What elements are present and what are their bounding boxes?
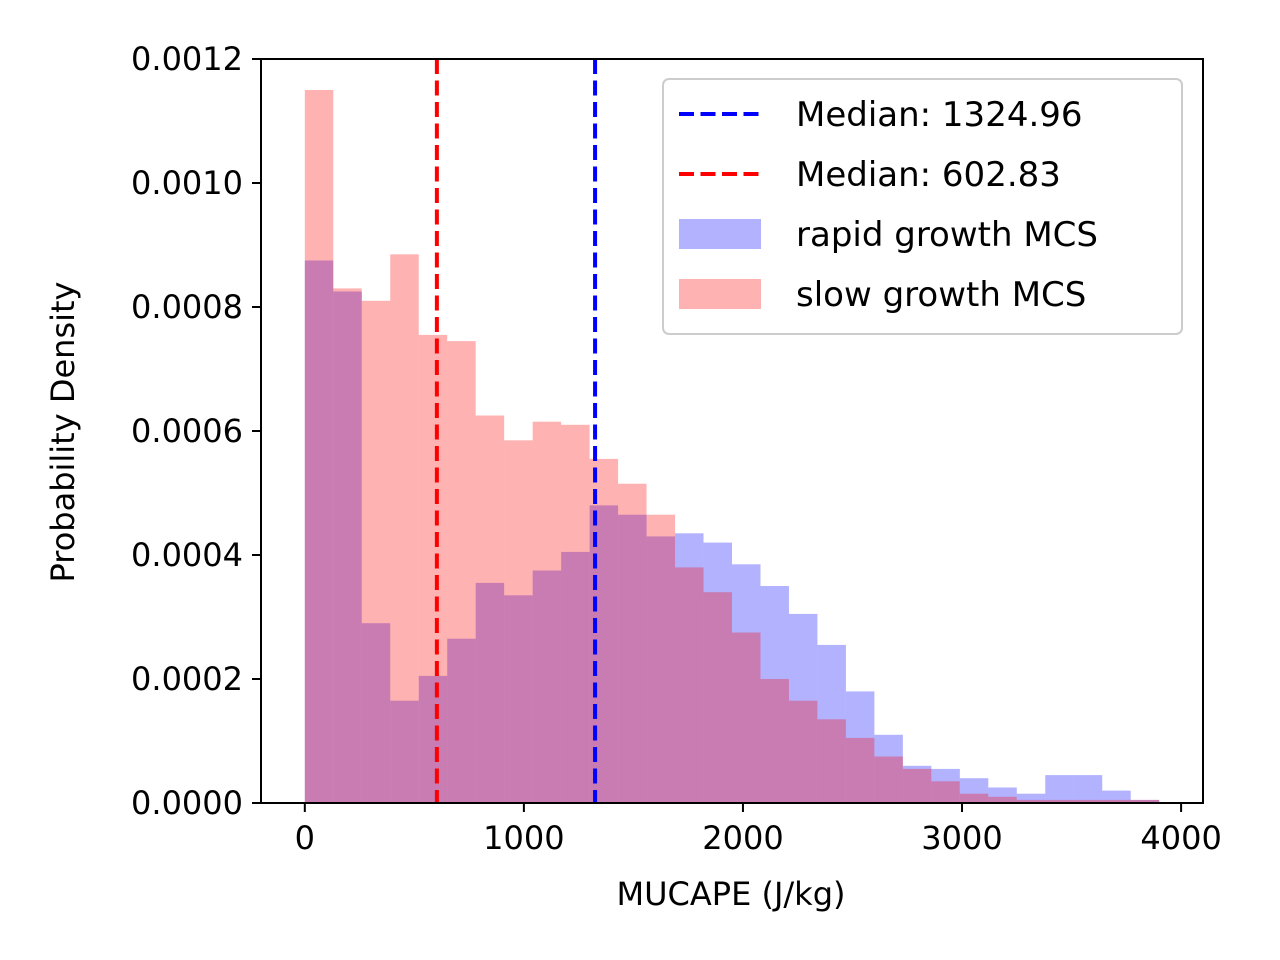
x-tick-label: 3000 [921, 819, 1002, 857]
y-tick-label: 0.0006 [131, 412, 243, 450]
x-tick-label: 0 [295, 819, 315, 857]
bar [703, 542, 732, 803]
x-axis-label: MUCAPE (J/kg) [617, 875, 846, 913]
bar [304, 90, 334, 803]
bar [532, 421, 562, 803]
bar [788, 613, 818, 803]
bar [1102, 799, 1131, 803]
bar [361, 623, 391, 803]
bar [390, 254, 419, 804]
bar [504, 440, 533, 803]
bar [902, 768, 932, 803]
legend-label: rapid growth MCS [796, 215, 1098, 255]
bar [333, 288, 362, 803]
series-slow-growth-mcs [304, 90, 1160, 804]
bar [1073, 775, 1103, 803]
bar [1045, 799, 1074, 803]
bar [447, 341, 476, 803]
bar [475, 582, 505, 803]
bar [646, 536, 676, 803]
bar [447, 638, 476, 803]
bar [959, 778, 989, 803]
bar [418, 334, 448, 803]
bar [618, 514, 647, 803]
bar [532, 570, 562, 803]
bar [817, 644, 846, 803]
legend-label: Median: 602.83 [796, 155, 1061, 195]
y-tick-label: 0.0004 [131, 536, 243, 574]
bar [1073, 799, 1103, 803]
bar [418, 675, 448, 803]
legend-label: Median: 1324.96 [796, 95, 1083, 135]
bar [788, 700, 818, 803]
plot-area [304, 59, 1160, 804]
y-tick-label: 0.0002 [131, 660, 243, 698]
y-axis-label: Probability Density [44, 282, 82, 583]
y-tick-label: 0.0000 [131, 784, 243, 822]
x-tick-label: 1000 [483, 819, 564, 857]
bar [874, 734, 903, 803]
bar [304, 260, 334, 803]
bar [561, 424, 590, 803]
bar [732, 632, 761, 803]
bar [1102, 790, 1131, 803]
bar [1130, 799, 1160, 803]
axes: 0 1000 2000 3000 4000 0.0000 0.0002 0.0004 0.000… [131, 40, 1222, 857]
bar [390, 700, 419, 803]
bar [504, 595, 533, 803]
y-tick-label: 0.0010 [131, 164, 243, 202]
bar [1045, 775, 1074, 803]
bar [988, 787, 1017, 803]
bar [959, 793, 989, 803]
bar [333, 291, 362, 803]
bar [1016, 799, 1046, 803]
series-rapid-growth-mcs [304, 260, 1160, 803]
legend-patch-swatch [679, 279, 761, 309]
bar [361, 300, 391, 803]
x-tick-label: 2000 [702, 819, 783, 857]
legend: Median: 1324.96 Median: 602.83 rapid growt… [662, 78, 1183, 335]
bar [931, 768, 960, 803]
y-tick-label: 0.0008 [131, 288, 243, 326]
legend-label: slow growth MCS [796, 275, 1086, 315]
bar [817, 719, 846, 803]
bar [845, 691, 875, 803]
bar [646, 514, 676, 803]
bar [675, 567, 704, 803]
bar [1130, 799, 1160, 803]
legend-patch-swatch [679, 219, 761, 249]
bar [561, 551, 590, 803]
bar [1016, 793, 1046, 803]
bar [732, 564, 761, 803]
bar [988, 796, 1017, 803]
x-tick-label: 4000 [1140, 819, 1221, 857]
bar [931, 781, 960, 803]
bar [845, 737, 875, 803]
bar [760, 679, 789, 803]
y-tick-label: 0.0012 [131, 40, 243, 78]
bar [618, 483, 647, 803]
bar [675, 533, 704, 803]
legend-box [662, 78, 1183, 335]
bar [874, 756, 903, 803]
bar [703, 592, 732, 803]
bar [760, 586, 789, 803]
bar [475, 415, 505, 803]
bar [902, 765, 932, 803]
